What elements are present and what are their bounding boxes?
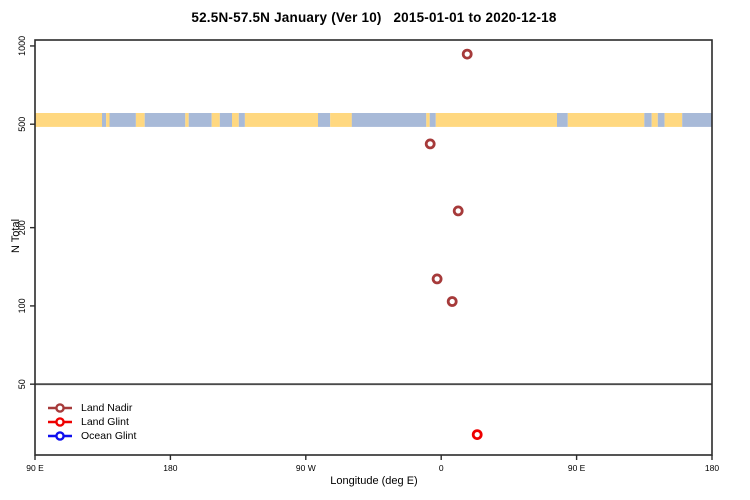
legend-item-ocean-glint: Ocean Glint [47,429,136,443]
map-band-segment-land [106,113,110,127]
map-band-segment-land [35,113,102,127]
data-point-land-nadir [424,138,436,150]
legend-item-land-nadir: Land Nadir [47,401,136,415]
map-band-segment-land [330,113,352,127]
chart-title: 52.5N-57.5N January (Ver 10) 2015-01-01 … [191,10,557,25]
map-band-segment-land [651,113,658,127]
map-band-segment-ocean [318,113,331,127]
legend-label: Land Glint [81,416,129,428]
data-point-land-nadir [446,296,458,307]
land-nadir-symbol-icon [48,403,72,413]
map-band-segment-ocean [188,113,212,127]
y-tick-label: 100 [17,298,27,313]
map-band-segment-ocean [109,113,136,127]
map-band-segment-ocean [429,113,436,127]
x-tick-label: 90 E [26,463,44,473]
data-point-land-nadir [461,48,473,60]
land-glint-symbol-icon [48,417,72,427]
map-band-segment-ocean [657,113,665,127]
map-band-segment-ocean [644,113,652,127]
map-band-segment-ocean [351,113,427,127]
legend-label: Ocean Glint [81,430,137,442]
x-axis-label: Longitude (deg E) [330,475,418,487]
map-band-segment-ocean [219,113,232,127]
y-tick-label: 50 [17,379,27,389]
map-band-segment-land [135,113,145,127]
map-band-segment-land [244,113,318,127]
map-band-segment-ocean [144,113,186,127]
map-band-segment-land [426,113,430,127]
x-tick-label: 180 [705,463,719,473]
x-tick-label: 90 W [296,463,316,473]
map-band-segment-land [232,113,239,127]
map-band-segment-land [664,113,683,127]
map-band-segment-ocean [682,113,712,127]
legend-item-land-glint: Land Glint [47,415,136,429]
x-tick-label: 90 E [568,463,586,473]
legend-label: Land Nadir [81,402,133,414]
map-band-segment-land [435,113,557,127]
data-point-land-nadir [452,205,464,217]
y-tick-label: 1000 [17,36,27,56]
map-band-segment-ocean [557,113,568,127]
map-band-segment-ocean [102,113,107,127]
map-band-segment-land [211,113,220,127]
data-point-land-nadir [431,273,443,285]
x-tick-label: 180 [163,463,177,473]
x-tick-label: 0 [439,463,444,473]
ocean-glint-symbol-icon [48,431,72,441]
map-band-segment-land [185,113,189,127]
y-tick-label: 200 [17,220,27,235]
plot-border [34,39,713,456]
map-band-segment-land [567,113,645,127]
data-point-land-glint [471,429,483,441]
y-axis-label: N Total [10,218,23,253]
y-tick-label: 500 [17,117,27,132]
map-band-segment-ocean [238,113,245,127]
legend: Land Nadir Land Glint Ocean Glint [47,401,136,443]
